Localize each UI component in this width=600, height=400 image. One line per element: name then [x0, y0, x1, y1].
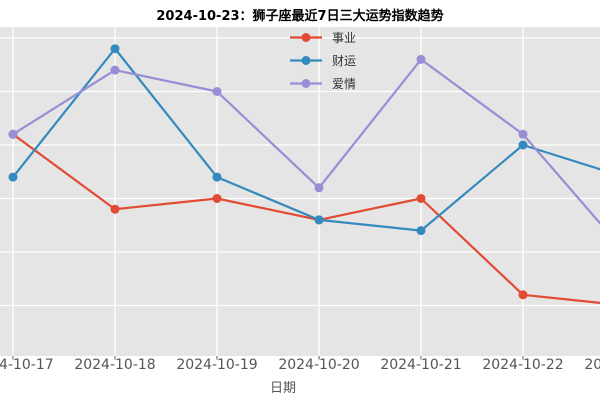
series-love-point [8, 129, 18, 139]
x-tick-label: 2024-10-19 [176, 357, 258, 373]
x-axis-tick-marks [12, 356, 524, 360]
legend-marker [301, 79, 311, 88]
series-wealth-point [314, 215, 324, 225]
plot-area [0, 27, 600, 356]
legend-label-wealth: 财运 [332, 54, 357, 68]
legend-label-love: 爱情 [332, 77, 357, 91]
chart-title: 2024-10-23：狮子座最近7日三大运势指数趋势 [156, 9, 444, 24]
series-wealth-point [8, 172, 18, 182]
series-layer [8, 44, 600, 304]
x-tick-label: 2024-10-22 [482, 357, 564, 373]
legend-key-love [290, 79, 322, 88]
legend-key-wealth [290, 56, 322, 65]
legend-item-wealth: 财运 [289, 49, 356, 72]
legend: 事业 财运 爱情 [289, 26, 356, 95]
series-wealth-point [212, 172, 222, 182]
series-love-point [416, 54, 426, 64]
legend-item-love: 爱情 [289, 72, 356, 95]
x-tick-label: 2024-10-20 [278, 357, 360, 373]
series-love-point [110, 65, 120, 75]
legend-key-career [290, 33, 322, 42]
legend-item-career: 事业 [289, 26, 356, 49]
series-love-point [212, 87, 222, 96]
x-tick-label: 2024-10-21 [380, 357, 462, 373]
series-love-point [314, 183, 324, 193]
series-career [8, 129, 600, 304]
x-tick-label: 2024-10-18 [74, 357, 156, 373]
x-axis-title: 日期 [269, 381, 296, 396]
x-tick-label: 2024-10-23 [584, 357, 600, 373]
series-career-point [416, 194, 426, 203]
series-love-point [518, 129, 528, 139]
legend-label-career: 事业 [332, 31, 357, 45]
series-wealth-point [110, 44, 120, 54]
series-career-point [518, 290, 528, 300]
legend-marker [301, 33, 311, 42]
legend-marker [301, 56, 311, 65]
series-wealth-point [416, 226, 426, 236]
series-career-point [212, 194, 222, 203]
series-love [8, 54, 600, 225]
series-career-line [12, 133, 600, 304]
series-wealth [8, 44, 600, 236]
series-wealth-point [518, 140, 528, 150]
x-tick-label: 2024-10-17 [0, 357, 54, 373]
series-career-point [110, 204, 120, 214]
